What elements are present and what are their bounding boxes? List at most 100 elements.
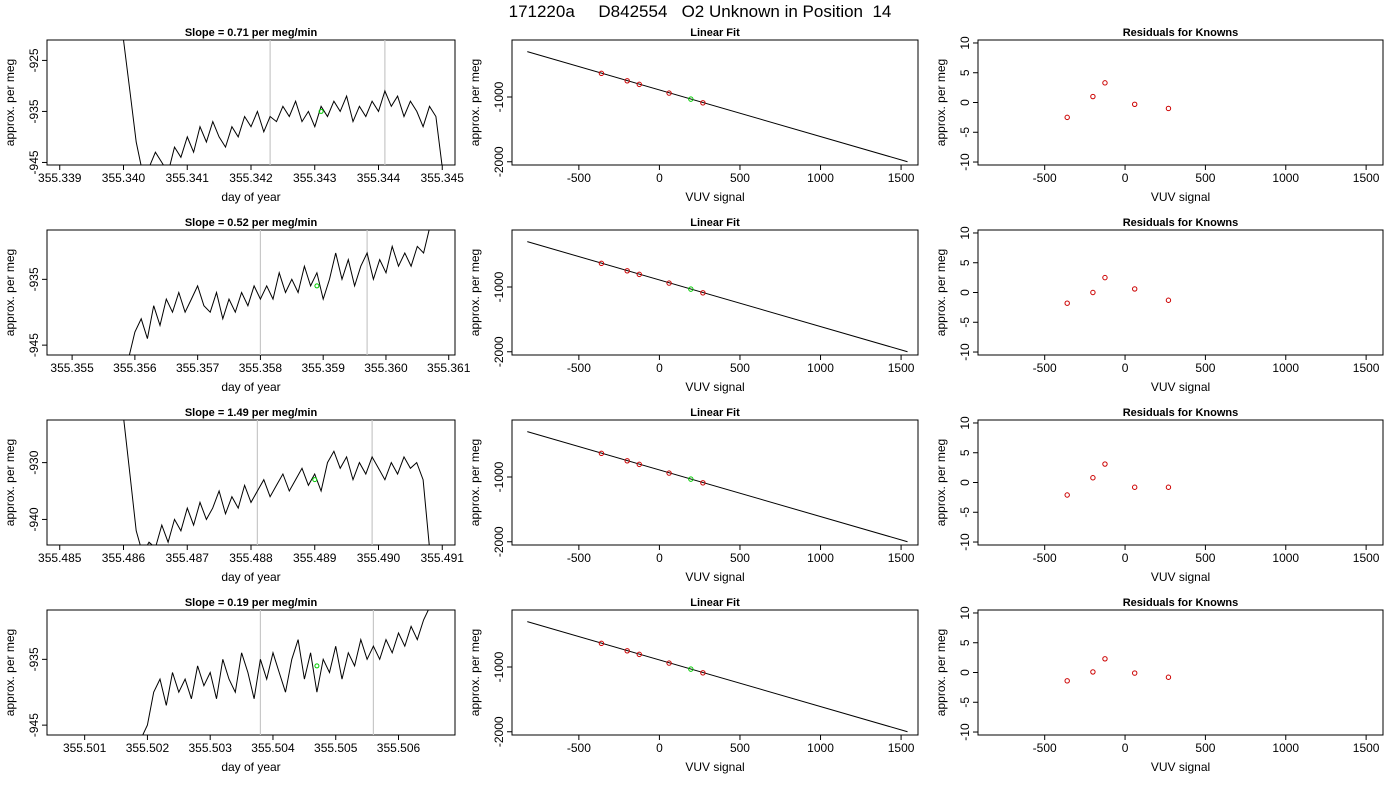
plot-area <box>527 621 908 733</box>
y-axis-label: approx. per meg <box>3 629 17 716</box>
x-tick-label: 355.505 <box>314 741 358 755</box>
x-tick-label: 0 <box>656 741 663 755</box>
row4-time-series: Slope = 0.19 per meg/min 355.501 355.502 35… <box>3 597 456 774</box>
known-point <box>636 651 642 658</box>
x-tick-label: 355.506 <box>377 741 421 755</box>
known-point <box>1102 656 1108 662</box>
x-tick-label: 355.502 <box>126 741 170 755</box>
x-tick-label: 1500 <box>888 361 915 375</box>
x-tick-label: 500 <box>730 361 750 375</box>
y-tick-label: -1000 <box>492 81 506 112</box>
y-tick-label: 5 <box>958 639 972 646</box>
known-point <box>1131 670 1138 676</box>
panel-title: Slope = 0.19 per meg/min <box>185 597 318 609</box>
x-tick-label: 355.359 <box>301 361 345 375</box>
x-tick-label: 1500 <box>888 551 915 565</box>
x-tick-label: 355.491 <box>421 551 465 565</box>
plot-area <box>527 241 908 353</box>
y-axis-label: approx. per meg <box>934 249 948 336</box>
y-axis-label: approx. per meg <box>468 629 482 716</box>
x-axis-label: day of year <box>221 570 280 584</box>
x-tick-label: 355.489 <box>293 551 337 565</box>
x-tick-label: 1500 <box>1353 171 1380 185</box>
x-tick-label: 0 <box>1122 171 1129 185</box>
x-axis-label: VUV signal <box>1151 380 1210 394</box>
x-tick-label: 355.358 <box>239 361 283 375</box>
y-tick-label: -10 <box>958 723 972 741</box>
panel-title: Linear Fit <box>690 27 740 39</box>
x-tick-label: 0 <box>1122 361 1129 375</box>
row4-linear-fit: Linear Fit -500 0 500 1000 1500 -1000 -2000 VUV … <box>468 597 919 774</box>
y-tick-label: -5 <box>958 697 972 708</box>
x-tick-label: 0 <box>656 171 663 185</box>
x-tick-label: 0 <box>1122 741 1129 755</box>
x-tick-label: 500 <box>1195 361 1215 375</box>
unknown-point <box>688 476 694 482</box>
x-tick-label: 355.340 <box>102 171 146 185</box>
y-tick-label: -935 <box>27 99 41 123</box>
known-point <box>666 470 672 476</box>
y-tick-label: 10 <box>958 36 972 50</box>
x-tick-label: 355.487 <box>166 551 210 565</box>
unknown-marker <box>312 477 318 483</box>
x-tick-label: 1000 <box>807 551 834 565</box>
y-tick-label: 10 <box>958 226 972 240</box>
known-point <box>666 660 672 666</box>
x-tick-label: 0 <box>1122 551 1129 565</box>
plot-frame <box>46 609 456 736</box>
y-tick-label: -2000 <box>492 526 506 557</box>
x-tick-label: 355.342 <box>229 171 273 185</box>
y-tick-label: -1000 <box>492 651 506 682</box>
known-point <box>700 670 706 676</box>
x-tick-label: 355.355 <box>50 361 94 375</box>
y-tick-label: 10 <box>958 606 972 620</box>
y-axis-label: approx. per meg <box>468 249 482 336</box>
known-point <box>624 78 630 84</box>
y-tick-label: 0 <box>958 99 972 106</box>
x-tick-label: -500 <box>1033 361 1057 375</box>
y-tick-label: 5 <box>958 449 972 456</box>
plot-frame <box>977 229 1384 356</box>
x-axis-label: VUV signal <box>685 570 744 584</box>
x-axis-label: VUV signal <box>1151 190 1210 204</box>
known-point <box>700 290 706 296</box>
plot-frame <box>511 229 919 356</box>
known-point <box>1102 80 1108 86</box>
y-tick-label: -945 <box>27 333 41 357</box>
y-tick-label: -935 <box>27 647 41 671</box>
x-tick-label: 355.356 <box>113 361 157 375</box>
y-tick-label: -945 <box>27 713 41 737</box>
plot-area <box>123 40 443 165</box>
unknown-point <box>688 286 694 292</box>
x-tick-label: 355.488 <box>229 551 273 565</box>
known-point <box>1165 484 1172 490</box>
known-point <box>700 100 706 106</box>
y-tick-label: -930 <box>27 450 41 474</box>
plot-area <box>1064 461 1172 498</box>
known-point <box>1131 101 1138 107</box>
x-tick-label: 1000 <box>807 171 834 185</box>
x-tick-label: 1500 <box>888 171 915 185</box>
x-tick-label: 355.501 <box>63 741 107 755</box>
x-tick-label: 500 <box>1195 741 1215 755</box>
unknown-marker <box>314 663 320 669</box>
plot-area <box>1064 80 1172 121</box>
x-tick-label: -500 <box>1033 171 1057 185</box>
x-axis-label: VUV signal <box>685 760 744 774</box>
x-tick-label: 1500 <box>1353 741 1380 755</box>
known-point <box>1102 461 1108 467</box>
x-tick-label: 355.504 <box>251 741 295 755</box>
x-tick-label: 355.339 <box>38 171 82 185</box>
y-tick-label: -10 <box>958 153 972 171</box>
y-tick-label: -2000 <box>492 716 506 747</box>
panel-title: Residuals for Knowns <box>1123 217 1239 229</box>
x-axis-label: VUV signal <box>1151 760 1210 774</box>
unknown-point <box>688 666 694 672</box>
x-tick-label: 1000 <box>1272 741 1299 755</box>
y-tick-label: 0 <box>958 479 972 486</box>
x-tick-label: 500 <box>1195 171 1215 185</box>
x-tick-label: -500 <box>567 551 591 565</box>
y-tick-label: -925 <box>27 48 41 72</box>
known-point <box>1102 274 1108 281</box>
known-point <box>1090 93 1096 100</box>
